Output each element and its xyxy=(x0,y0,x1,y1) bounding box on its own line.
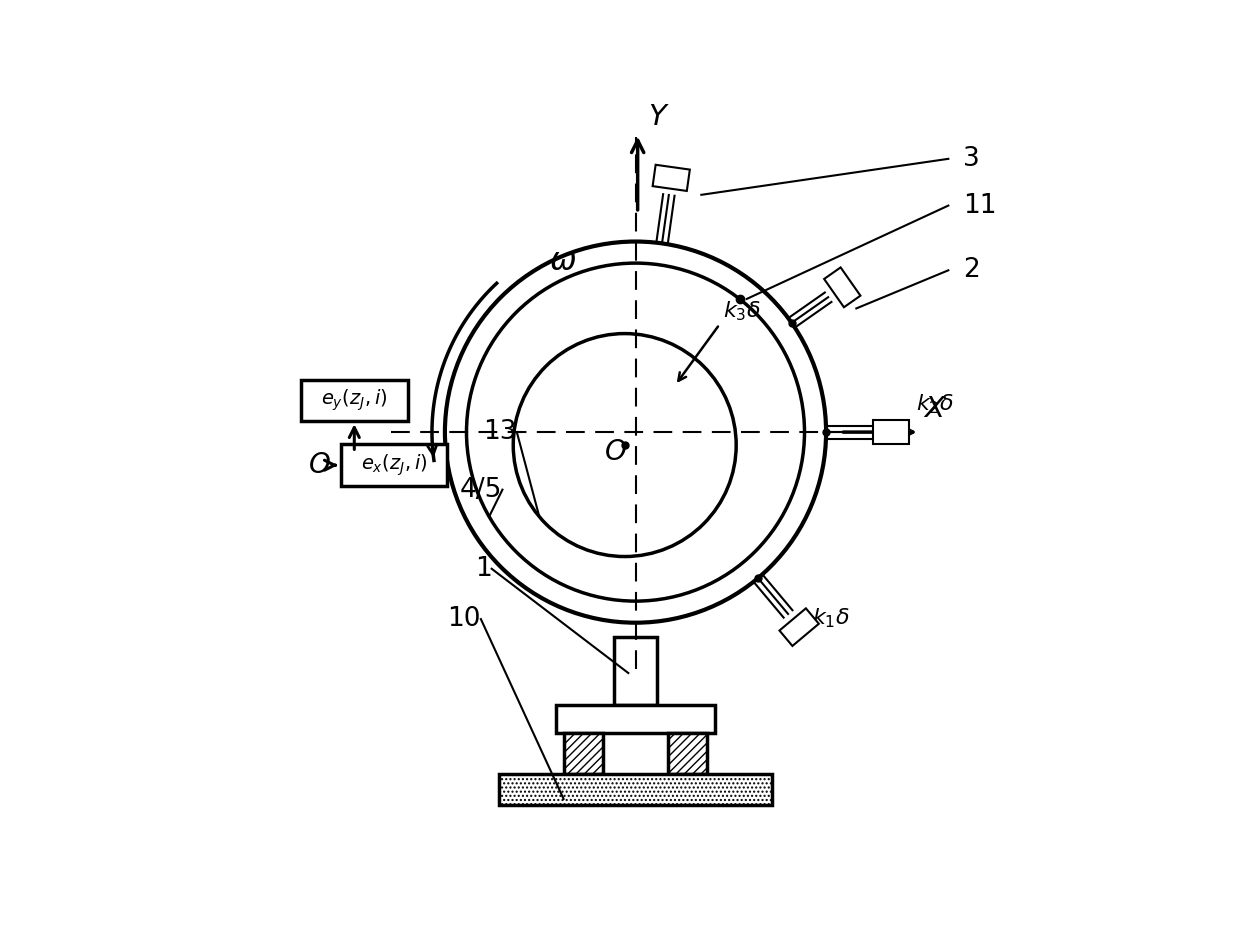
Text: 3: 3 xyxy=(962,146,980,172)
Polygon shape xyxy=(780,608,818,646)
Bar xyxy=(557,705,714,733)
Bar xyxy=(668,733,707,774)
Polygon shape xyxy=(652,164,689,191)
Bar xyxy=(341,445,448,486)
Bar xyxy=(498,774,773,805)
Text: $O$: $O$ xyxy=(604,438,626,466)
Text: $O$: $O$ xyxy=(308,451,330,479)
Text: $X$: $X$ xyxy=(923,395,947,423)
Text: 13: 13 xyxy=(484,419,517,446)
Text: 4/5: 4/5 xyxy=(460,476,502,502)
Text: $Y$: $Y$ xyxy=(649,104,670,132)
Text: $k_3\delta$: $k_3\delta$ xyxy=(723,300,760,323)
Bar xyxy=(614,637,657,705)
Bar xyxy=(564,733,603,774)
Polygon shape xyxy=(825,267,861,307)
Text: 10: 10 xyxy=(448,606,481,632)
Text: $\omega$: $\omega$ xyxy=(549,247,577,277)
Text: $k_2\delta$: $k_2\delta$ xyxy=(916,392,954,417)
Text: 2: 2 xyxy=(962,257,980,283)
Text: $k_1\delta$: $k_1\delta$ xyxy=(812,607,849,630)
Polygon shape xyxy=(873,420,909,445)
Bar xyxy=(301,379,408,421)
Text: $e_y(z_J, i)$: $e_y(z_J, i)$ xyxy=(321,388,388,413)
Text: 1: 1 xyxy=(475,556,492,582)
Text: 11: 11 xyxy=(962,192,996,219)
Text: $e_x(z_J, i)$: $e_x(z_J, i)$ xyxy=(361,452,427,478)
